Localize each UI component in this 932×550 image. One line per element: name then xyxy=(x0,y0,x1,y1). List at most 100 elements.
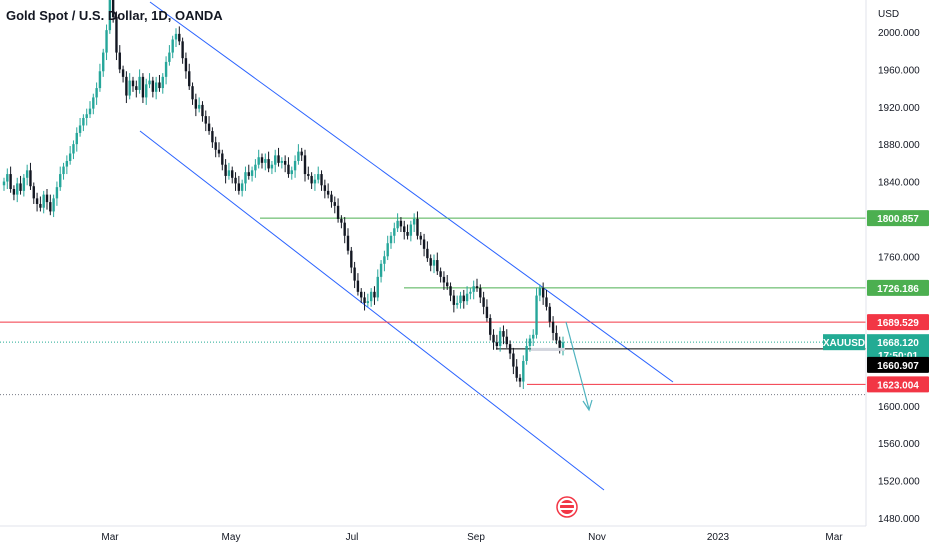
x-tick-label: May xyxy=(222,532,241,543)
candle-body xyxy=(234,177,237,184)
candle-body xyxy=(551,321,555,333)
candle-body xyxy=(373,291,376,298)
candle-body xyxy=(214,142,217,150)
candle-body xyxy=(333,202,336,206)
candle-body xyxy=(356,280,360,292)
candle-body xyxy=(495,342,499,347)
candle-body xyxy=(52,198,55,212)
candle-body xyxy=(396,220,399,229)
y-tick-label: 1600.000 xyxy=(878,402,920,413)
candle-body xyxy=(541,288,545,298)
candle-body xyxy=(498,331,502,347)
candle-body xyxy=(135,86,138,90)
candle-body xyxy=(343,222,346,236)
candle-body xyxy=(95,88,98,98)
candle-body xyxy=(545,297,548,307)
candle-body xyxy=(184,58,188,72)
candle-body xyxy=(264,159,267,163)
candle-body xyxy=(65,160,69,167)
x-tick-label: Nov xyxy=(588,532,606,543)
annotation-layer xyxy=(531,321,593,518)
candle-body xyxy=(472,286,475,292)
channel-upper-line xyxy=(149,1,674,383)
candle-body xyxy=(525,346,528,361)
horizontal-levels xyxy=(0,217,866,396)
candle-body xyxy=(403,226,406,233)
candle-body xyxy=(532,334,535,339)
candle-body xyxy=(62,166,65,175)
svg-text:XAUUSD: XAUUSD xyxy=(823,338,865,349)
candle-body xyxy=(158,82,161,89)
candle-body xyxy=(502,331,505,337)
candle-body xyxy=(125,76,128,96)
candle-body xyxy=(561,342,565,348)
candle-body xyxy=(178,33,181,42)
candle-body xyxy=(221,153,224,165)
candle-body xyxy=(366,301,370,304)
candle-body xyxy=(340,218,343,223)
svg-text:1660.907: 1660.907 xyxy=(877,361,919,372)
candle-body xyxy=(250,170,254,176)
candle-body xyxy=(204,116,207,124)
y-tick-label: 1560.000 xyxy=(878,439,920,450)
candle-body xyxy=(303,155,307,175)
currency-label: USD xyxy=(878,9,899,20)
candle-body xyxy=(290,170,293,175)
x-tick-label: 2023 xyxy=(707,532,730,543)
candle-body xyxy=(439,271,442,277)
candle-body xyxy=(548,306,551,322)
candle-body xyxy=(111,0,115,18)
candle-body xyxy=(59,174,62,188)
candle-body xyxy=(194,99,198,109)
candle-body xyxy=(49,202,52,212)
candle-body xyxy=(168,52,171,62)
candle-body xyxy=(35,198,39,204)
candle-body xyxy=(409,224,413,236)
candle-body xyxy=(19,183,22,191)
candle-body xyxy=(528,338,532,347)
candle-body xyxy=(55,187,59,199)
candle-body xyxy=(376,276,379,298)
projection-arrow xyxy=(565,321,590,410)
candle-body xyxy=(465,293,469,302)
candle-body xyxy=(492,334,495,343)
candle-body xyxy=(128,80,131,96)
candle-body xyxy=(399,220,403,227)
candle-body xyxy=(207,123,211,132)
candle-body xyxy=(45,194,49,203)
black-level-tag: 1660.907 xyxy=(867,356,929,373)
candle-body xyxy=(293,160,297,171)
candle-body xyxy=(383,256,386,264)
y-tick-label: 1960.000 xyxy=(878,65,920,76)
candle-body xyxy=(118,52,121,70)
candle-body xyxy=(85,114,88,118)
candle-body xyxy=(283,160,287,165)
candle-body xyxy=(353,267,356,281)
range-marker xyxy=(531,347,565,351)
candle-body xyxy=(131,80,135,87)
candle-body xyxy=(197,104,201,109)
candle-body xyxy=(323,185,327,191)
candle-body xyxy=(416,218,419,236)
candle-body xyxy=(161,76,164,89)
candle-body xyxy=(379,263,383,277)
candle-body xyxy=(201,104,204,117)
candle-body xyxy=(462,295,465,302)
channel-lines xyxy=(139,1,674,491)
candle-body xyxy=(224,164,227,176)
candle-body xyxy=(108,0,112,31)
candle-body xyxy=(9,174,12,190)
candles-layer xyxy=(2,0,565,390)
candle-body xyxy=(2,181,6,186)
candle-body xyxy=(102,52,105,72)
candle-body xyxy=(247,172,250,176)
candle-body xyxy=(277,155,280,163)
candle-body xyxy=(422,239,426,249)
candle-body xyxy=(426,248,429,259)
candle-body xyxy=(538,288,542,296)
candle-body xyxy=(72,144,75,154)
candle-body xyxy=(98,71,102,89)
candle-body xyxy=(442,276,446,283)
candle-body xyxy=(363,297,366,304)
